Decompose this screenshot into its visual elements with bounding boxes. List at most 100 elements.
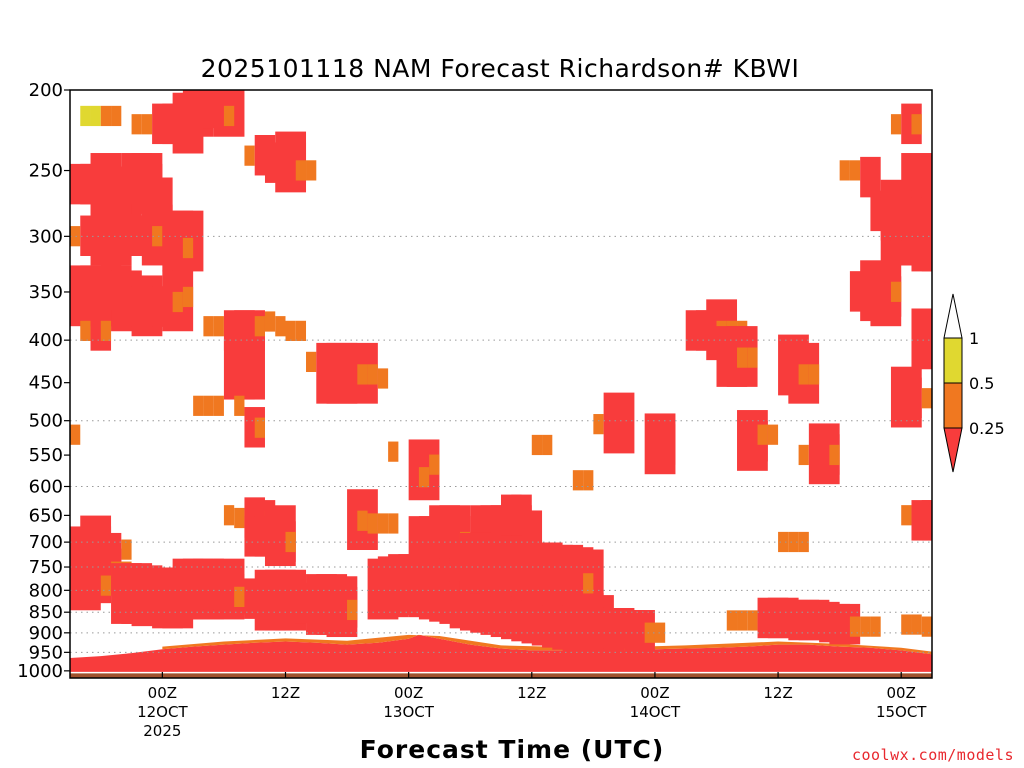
heatmap-cell xyxy=(778,531,789,553)
heatmap-cell xyxy=(542,434,553,456)
heatmap-cell xyxy=(890,114,902,135)
heatmap-cell xyxy=(264,311,276,332)
heatmap-cell xyxy=(644,622,655,643)
y-tick-label: 250 xyxy=(29,161,63,182)
y-tick-label: 550 xyxy=(29,445,63,466)
heatmap-cell xyxy=(388,513,399,534)
heatmap-cell xyxy=(583,573,594,594)
heatmap-cell xyxy=(531,434,543,456)
heatmap-cell xyxy=(223,105,235,127)
heatmap-cell xyxy=(182,286,194,308)
heatmap-cell xyxy=(100,320,112,341)
heatmap-cell xyxy=(418,467,430,488)
x-tick-label: 14OCT xyxy=(630,703,681,721)
heatmap-cell xyxy=(367,513,378,534)
heatmap-cell xyxy=(254,316,265,337)
plot-area xyxy=(70,90,932,678)
x-tick-label: 12Z xyxy=(517,684,546,702)
gridlines xyxy=(70,235,932,653)
x-tick-label: 12Z xyxy=(763,684,792,702)
heatmap-cell xyxy=(80,105,91,127)
heatmap-cell xyxy=(921,616,932,637)
heatmap-cell xyxy=(901,505,912,526)
heatmap-cell xyxy=(172,291,183,313)
heatmap-cell xyxy=(849,160,861,181)
heatmap-cell xyxy=(788,531,799,553)
x-axis-label: Forecast Time (UTC) xyxy=(360,735,665,764)
heatmap-cell xyxy=(306,160,317,181)
heatmap-cell xyxy=(757,424,768,445)
y-tick-label: 200 xyxy=(29,80,63,101)
x-tick-label: 15OCT xyxy=(876,703,927,721)
y-tick-label: 1000 xyxy=(17,661,63,682)
x-tick-label: 12Z xyxy=(271,684,300,702)
ground-band xyxy=(70,671,932,678)
heatmap-cell xyxy=(306,351,317,373)
heatmap-cell xyxy=(295,320,307,341)
heatmap-cell xyxy=(911,114,922,135)
heatmap-cell xyxy=(203,395,214,416)
heatmap-cell xyxy=(357,510,368,531)
x-tick-label: 00Z xyxy=(887,684,916,702)
heatmap-cell xyxy=(654,622,666,643)
heatmap-cell xyxy=(90,105,101,127)
heatmap-cell xyxy=(654,424,676,465)
heatmap-cell xyxy=(511,494,532,536)
heatmap-cell xyxy=(726,610,738,631)
y-tick-label: 400 xyxy=(29,330,63,351)
heatmap-cells xyxy=(70,90,932,675)
heatmap-cell xyxy=(901,614,912,635)
y-tick-label: 450 xyxy=(29,373,63,394)
x-tick-label: 00Z xyxy=(148,684,177,702)
heatmap-cell xyxy=(890,190,912,232)
heatmap-cell xyxy=(377,513,389,534)
heatmap-cell xyxy=(295,160,307,181)
y-tick-label: 800 xyxy=(29,580,63,601)
heatmap-cell xyxy=(152,226,163,247)
y-tick-label: 500 xyxy=(29,411,63,432)
heatmap-cell xyxy=(860,616,871,637)
heatmap-cell xyxy=(798,364,809,385)
heatmap-cell xyxy=(870,616,881,637)
heatmap-cell xyxy=(798,444,809,466)
legend-label: 0.25 xyxy=(969,419,1005,438)
heatmap-boundary-band xyxy=(70,634,932,675)
y-tick-label: 700 xyxy=(29,532,63,553)
x-tick-label: 00Z xyxy=(640,684,669,702)
heatmap-cell xyxy=(921,210,932,272)
heatmap-cell xyxy=(193,395,204,416)
y-tick-label: 600 xyxy=(29,476,63,497)
x-tick-label: 12OCT xyxy=(137,703,188,721)
heatmap-cell xyxy=(377,368,389,389)
y-tick-label: 850 xyxy=(29,602,63,623)
heatmap-cell xyxy=(357,364,368,385)
heatmap-cell xyxy=(747,347,758,368)
heatmap-cell xyxy=(213,395,224,416)
heatmap-boundary-fringe xyxy=(162,634,932,655)
x-tick-label: 13OCT xyxy=(383,703,434,721)
heatmap-cell xyxy=(285,320,296,341)
heatmap-cell xyxy=(480,535,512,597)
heatmap-cell xyxy=(141,114,153,135)
heatmap-cell xyxy=(429,454,440,475)
heatmap-cell xyxy=(244,145,255,166)
heatmap-cell xyxy=(111,105,122,127)
heatmap-cell xyxy=(921,500,932,541)
heatmap-cell xyxy=(839,160,850,181)
heatmap-cell xyxy=(572,470,584,491)
legend-label: 0.5 xyxy=(969,374,994,393)
legend-swatch xyxy=(943,382,963,429)
y-tick-label: 950 xyxy=(29,642,63,663)
legend-swatch xyxy=(943,337,963,384)
heatmap-cell xyxy=(860,156,881,198)
heatmap-cell xyxy=(203,316,214,337)
heatmap-cell xyxy=(829,444,840,466)
heatmap-cell xyxy=(367,364,378,385)
heatmap-cell xyxy=(100,575,112,596)
heatmap-cell xyxy=(80,320,91,341)
credit-text: coolwx.com/models xyxy=(852,746,1014,764)
heatmap-cell xyxy=(234,395,245,416)
heatmap-cell xyxy=(347,599,358,621)
